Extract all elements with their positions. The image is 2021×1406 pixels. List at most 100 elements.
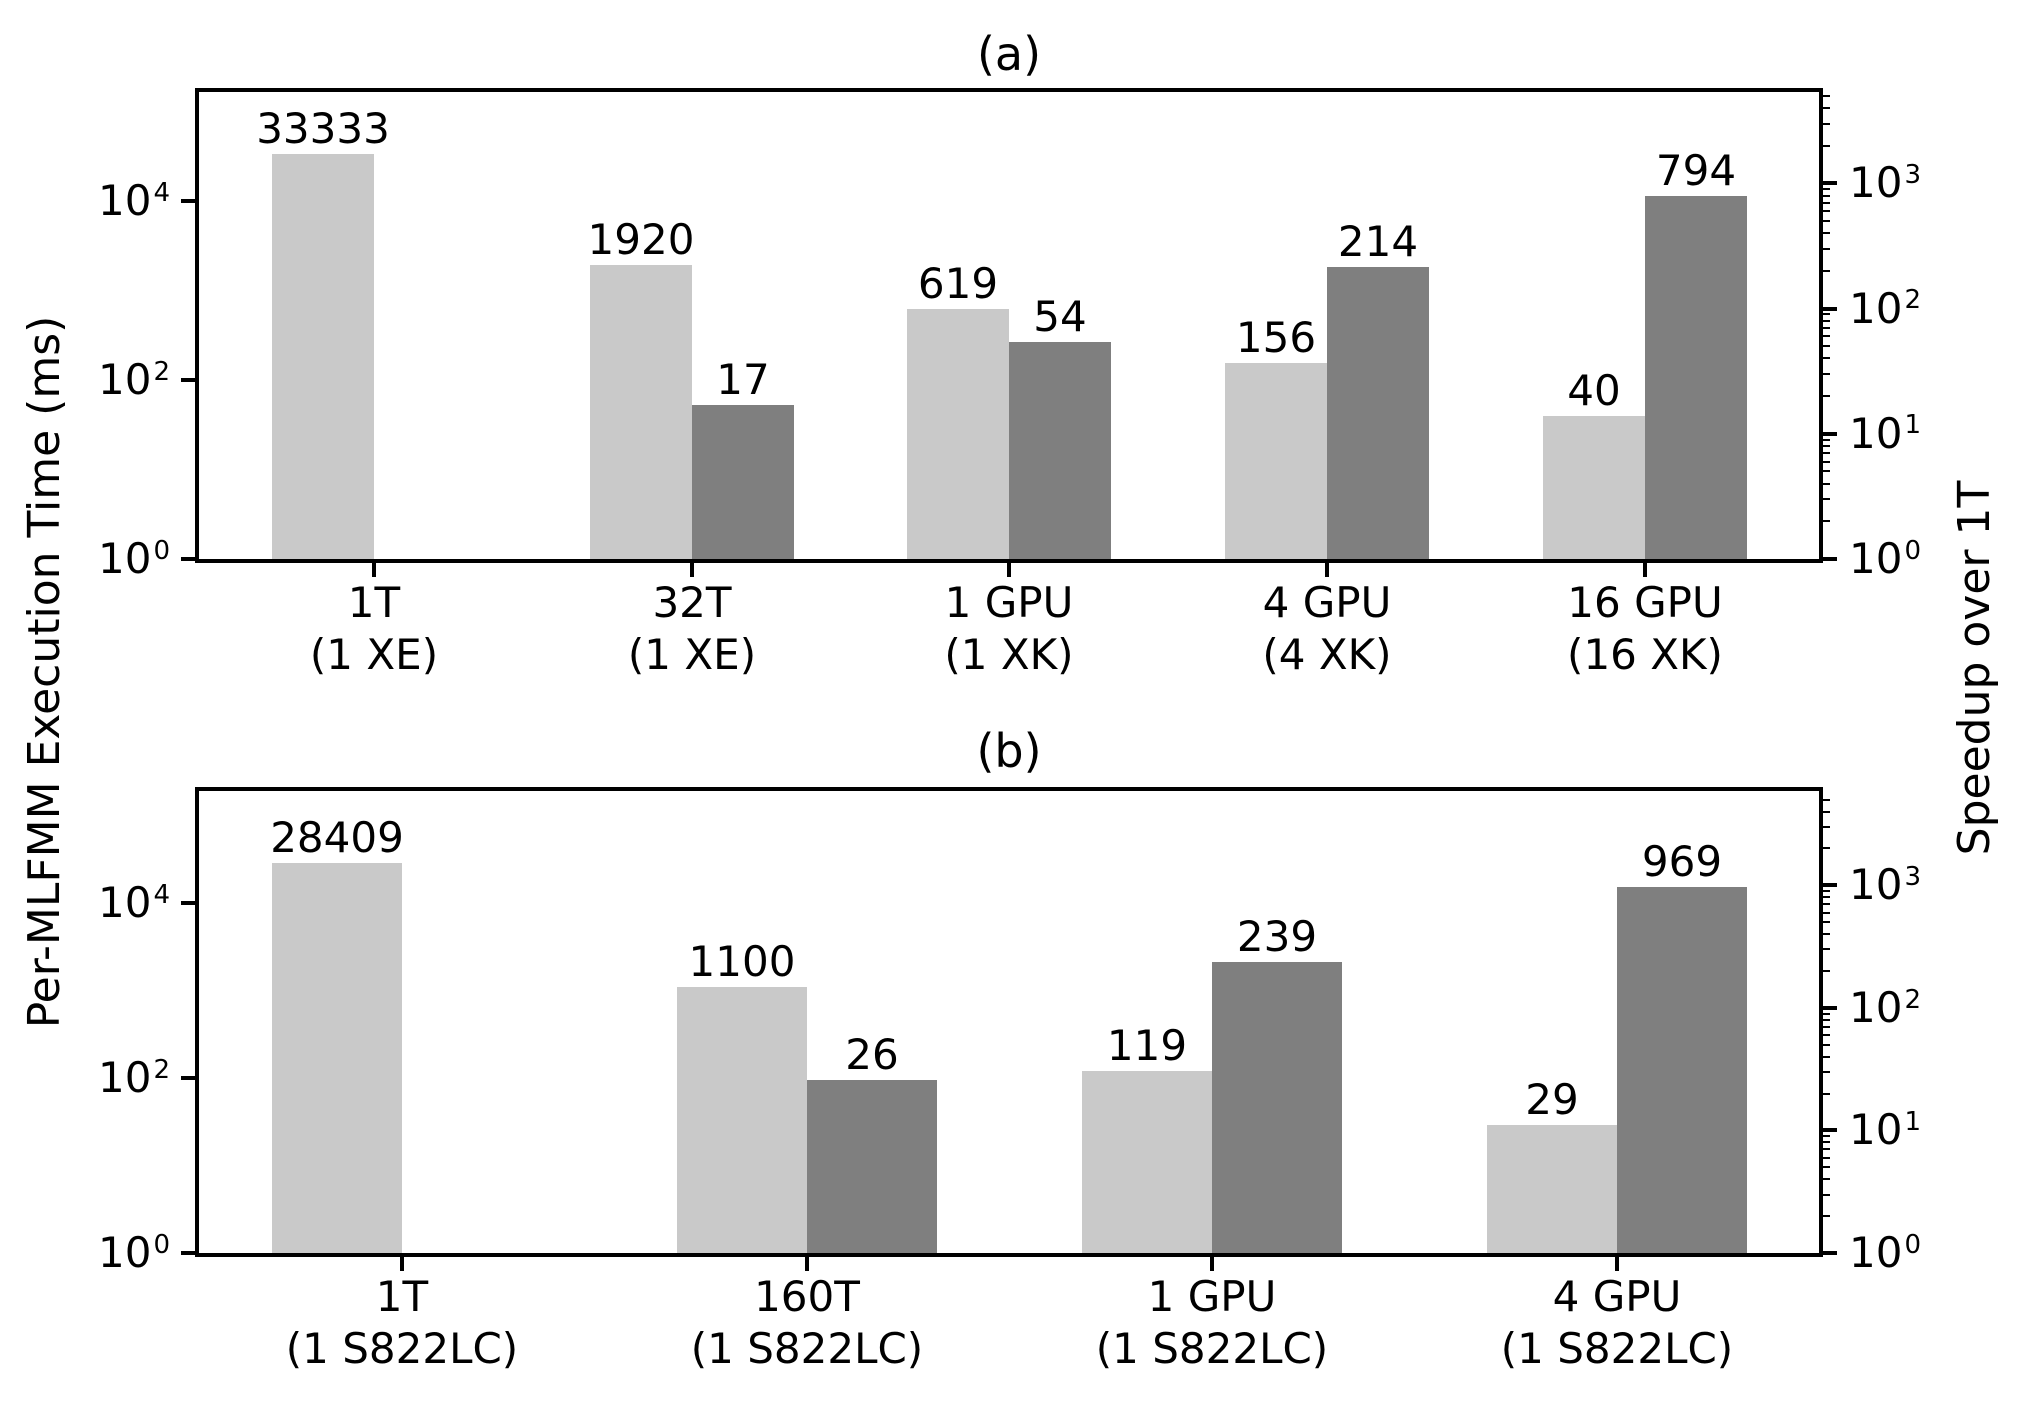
speedup-axis-minor-tick: [1821, 1034, 1830, 1037]
speedup-axis-minor-tick: [1821, 911, 1830, 914]
speedup-axis-major-tick: [1821, 306, 1837, 311]
subplot-a-frame: [195, 88, 1823, 563]
speedup-axis-minor-tick: [1821, 921, 1830, 924]
x-axis-major-tick: [372, 561, 376, 577]
x-tick-label: 4 GPU (4 XK): [1262, 577, 1391, 681]
speedup-axis-minor-tick: [1821, 210, 1830, 213]
speedup-bar: [1617, 887, 1747, 1253]
log-exponent: 3: [1904, 160, 1922, 191]
speedup-axis-minor-tick: [1821, 1012, 1830, 1015]
speedup-axis-minor-tick: [1821, 970, 1830, 973]
speedup-axis-minor-tick: [1821, 1148, 1830, 1151]
speedup-axis-major-tick: [1821, 557, 1837, 561]
bar-value-label: 214: [1337, 217, 1419, 267]
log-base: 10: [97, 534, 152, 583]
subplot-b-title: (b): [976, 724, 1042, 778]
speedup-axis-minor-tick: [1821, 345, 1830, 348]
y-axis-major-tick: [181, 557, 197, 561]
x-tick-label-line: 4 GPU: [1552, 1272, 1682, 1321]
time-bar: [907, 309, 1009, 559]
time-bar: [1543, 415, 1645, 559]
x-axis-major-tick: [1325, 561, 1329, 577]
speedup-axis-minor-tick: [1821, 1025, 1830, 1028]
log-exponent: 4: [153, 177, 170, 208]
log-base: 10: [1849, 408, 1903, 458]
x-axis-major-tick: [400, 1255, 404, 1271]
bar-value-label: 54: [1033, 292, 1087, 342]
speedup-axis-minor-tick: [1821, 889, 1830, 892]
x-tick-label: 1 GPU (1 XK): [944, 577, 1073, 681]
y-axis-tick-label: 104: [98, 882, 170, 924]
speedup-axis-minor-tick: [1821, 933, 1830, 936]
x-tick-label-line: (1 XE): [627, 630, 757, 679]
speedup-axis-minor-tick: [1821, 94, 1830, 97]
y-axis-tick-label: 104: [98, 180, 170, 222]
x-tick-label: 32T (1 XE): [628, 577, 756, 681]
bar-value-label: 794: [1655, 145, 1737, 195]
speedup-bar: [692, 404, 794, 559]
speedup-axis-minor-tick: [1821, 1018, 1830, 1021]
x-tick-label: 1 GPU (1 S822LC): [1096, 1271, 1328, 1375]
time-bar: [1082, 1071, 1212, 1253]
time-bar: [1487, 1125, 1617, 1253]
x-tick-label-line: (1 S822LC): [285, 1324, 519, 1373]
x-tick-label-line: (1 S822LC): [1095, 1324, 1329, 1373]
speedup-axis-minor-tick: [1821, 948, 1830, 951]
log-base: 10: [1849, 1228, 1903, 1277]
x-axis-major-tick: [1615, 1255, 1619, 1271]
bar-value-label: 29: [1525, 1075, 1579, 1125]
speedup-bar: [807, 1079, 937, 1253]
bar-value-label: 40: [1567, 365, 1621, 415]
y-axis-major-tick: [181, 378, 197, 383]
speedup-axis-minor-tick: [1821, 313, 1830, 316]
speedup-axis-minor-tick: [1821, 122, 1830, 125]
speedup-axis-minor-tick: [1821, 232, 1830, 235]
speedup-axis-major-tick: [1821, 1005, 1837, 1010]
speedup-axis-tick-label: 103: [1849, 864, 1921, 906]
speedup-bar: [1645, 195, 1747, 559]
speedup-axis-minor-tick: [1821, 1193, 1830, 1196]
x-tick-label: 160T (1 S822LC): [691, 1271, 923, 1375]
log-base: 10: [97, 176, 152, 226]
speedup-axis-minor-tick: [1821, 520, 1830, 523]
log-base: 10: [97, 355, 152, 405]
log-exponent: 2: [153, 1054, 170, 1085]
log-base: 10: [1849, 860, 1903, 910]
x-axis-major-tick: [1643, 561, 1647, 577]
speedup-axis-minor-tick: [1821, 144, 1830, 147]
speedup-axis-minor-tick: [1821, 107, 1830, 110]
x-tick-label-line: 1 GPU: [1147, 1272, 1277, 1321]
speedup-axis-minor-tick: [1821, 810, 1830, 813]
y-axis-major-tick: [181, 901, 197, 905]
speedup-axis-minor-tick: [1821, 798, 1830, 801]
speedup-axis-major-tick: [1821, 1251, 1837, 1255]
speedup-axis-major-tick: [1821, 431, 1837, 436]
speedup-axis-minor-tick: [1821, 326, 1830, 329]
speedup-axis-minor-tick: [1821, 482, 1830, 485]
bar-value-label: 1920: [587, 215, 695, 265]
x-tick-label: 1T (1 XE): [310, 577, 438, 681]
x-tick-label: 4 GPU (1 S822LC): [1501, 1271, 1733, 1375]
speedup-axis-tick-label: 101: [1849, 1109, 1921, 1151]
speedup-axis-minor-tick: [1821, 201, 1830, 204]
time-bar: [590, 265, 692, 559]
log-exponent: 4: [153, 879, 170, 910]
log-exponent: 3: [1904, 862, 1922, 893]
log-exponent: 0: [153, 535, 170, 566]
log-base: 10: [1849, 982, 1903, 1032]
x-tick-label-line: (1 S822LC): [1500, 1324, 1734, 1373]
speedup-axis-minor-tick: [1821, 220, 1830, 223]
speedup-axis-minor-tick: [1821, 1166, 1830, 1169]
x-tick-label-line: 1T: [375, 1272, 429, 1321]
speedup-axis-major-tick: [1821, 1128, 1837, 1133]
bar-value-label: 119: [1106, 1021, 1188, 1071]
log-exponent: 0: [1904, 535, 1922, 566]
y-axis-major-tick: [181, 199, 197, 204]
speedup-axis-minor-tick: [1821, 1156, 1830, 1159]
right-axis-label: Speedup over 1T: [1949, 480, 2000, 856]
log-exponent: 0: [153, 1229, 170, 1260]
speedup-axis-minor-tick: [1821, 395, 1830, 398]
x-tick-label-line: 16 GPU: [1567, 578, 1723, 627]
x-tick-label-line: 1 GPU: [944, 578, 1074, 627]
speedup-axis-minor-tick: [1821, 247, 1830, 250]
